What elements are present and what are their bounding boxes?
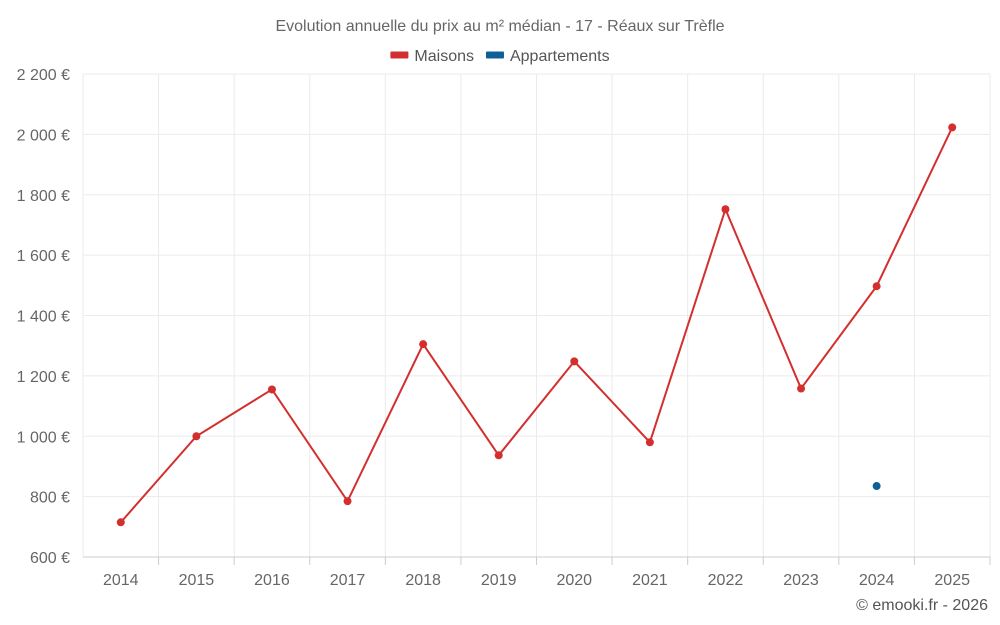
legend-item-maisons[interactable]: Maisons [390,48,474,65]
data-point[interactable] [570,357,579,366]
y-tick-label: 1 800 € [17,188,70,205]
legend-label: Appartements [510,48,610,65]
data-point[interactable] [872,482,881,491]
x-tick-label: 2024 [859,572,895,589]
x-tick-label: 2018 [405,572,441,589]
data-point[interactable] [192,432,201,441]
legend: Maisons Appartements [390,48,610,65]
data-point[interactable] [948,123,957,132]
data-point[interactable] [721,205,730,214]
x-tick-label: 2016 [254,572,290,589]
data-point[interactable] [494,451,503,460]
legend-item-appartements[interactable]: Appartements [485,48,610,65]
series-line [120,127,954,523]
x-tick-label: 2021 [632,572,668,589]
y-tick-label: 600 € [30,550,70,567]
x-tick-label: 2014 [103,572,139,589]
series-maisons [116,123,957,527]
x-tick-label: 2023 [783,572,819,589]
x-tick-label: 2019 [481,572,517,589]
legend-label: Maisons [414,48,474,65]
data-point[interactable] [797,384,806,393]
data-point[interactable] [116,518,125,527]
series-layer [116,123,957,527]
y-tick-label: 2 200 € [17,67,70,84]
y-tick-label: 2 000 € [17,127,70,144]
legend-swatch [390,51,409,59]
y-tick-label: 1 200 € [17,369,70,386]
y-tick-label: 1 400 € [17,309,70,326]
y-axis-ticks: 600 € 800 € 1 000 € 1 200 € 1 400 € 1 600 € 1 … [17,67,70,567]
credit-label: © emooki.fr - 2026 [856,597,988,614]
data-point[interactable] [267,385,276,394]
data-point[interactable] [645,438,654,447]
x-tick-label: 2025 [934,572,970,589]
x-tick-label: 2015 [179,572,215,589]
x-axis-ticks: 2014 2015 2016 2017 2018 2019 2020 2021 2022 2023… [103,572,970,589]
chart-title: Evolution annuelle du prix au m² médian … [275,18,724,35]
x-tick-label: 2020 [556,572,592,589]
data-point[interactable] [419,340,428,349]
data-point[interactable] [343,497,352,506]
data-point[interactable] [872,282,881,291]
x-tick-label: 2022 [708,572,744,589]
y-tick-label: 1 000 € [17,429,70,446]
grid [82,73,991,557]
legend-swatch [485,51,504,59]
y-tick-label: 800 € [30,490,70,507]
y-tick-label: 1 600 € [17,248,70,265]
x-tick-label: 2017 [330,572,366,589]
series-appartements [872,482,881,491]
axes [83,556,991,565]
